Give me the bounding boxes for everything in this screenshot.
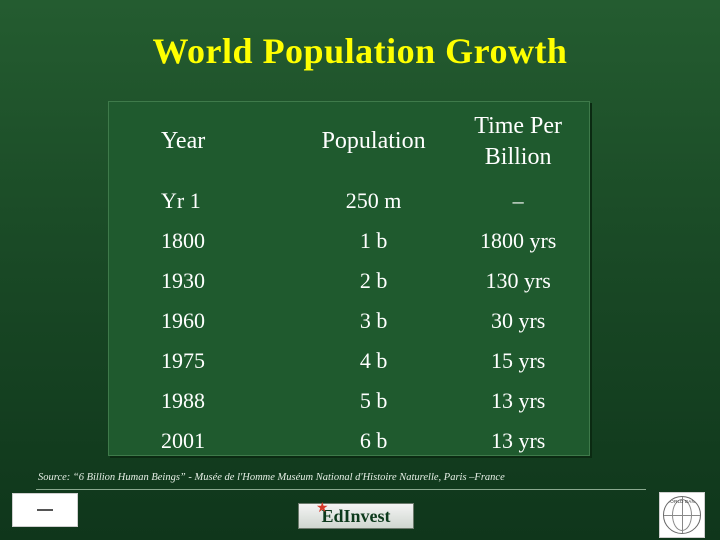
cell-time-per-billion: –: [512, 188, 524, 213]
cell-time-per-billion: 1800 yrs: [479, 228, 557, 253]
world-bank-logo-text: WORLD BANK: [665, 499, 699, 504]
table-row: 1960 3 b 30 yrs: [109, 301, 589, 341]
table-row: 1800 1 b 1800 yrs: [109, 221, 589, 261]
source-citation: Source: “6 Billion Human Beings” - Musée…: [38, 472, 505, 483]
cell-population: 250 m: [345, 188, 402, 213]
world-bank-logo: WORLD BANK: [659, 492, 705, 538]
cell-year: 1930: [161, 268, 205, 293]
cell-population: 1 b: [359, 228, 388, 253]
table-row: 2001 6 b 13 yrs: [109, 421, 589, 461]
cell-time-per-billion: 13 yrs: [490, 428, 546, 453]
cell-time-per-billion: 130 yrs: [485, 268, 551, 293]
source-divider: [36, 489, 646, 490]
table-row: 1988 5 b 13 yrs: [109, 381, 589, 421]
header-population: Population: [321, 128, 426, 154]
cell-population: 2 b: [359, 268, 388, 293]
cell-population: 5 b: [359, 388, 388, 413]
population-table-container: Year Population Time Per Billion Yr 1 250…: [108, 101, 590, 456]
partner-logo-mark: [37, 509, 53, 511]
cell-population: 4 b: [359, 348, 388, 373]
table-row: Yr 1 250 m –: [109, 181, 589, 221]
cell-population: 3 b: [359, 308, 388, 333]
header-time-per-billion: Time Per Billion: [474, 112, 563, 170]
slide-title: World Population Growth: [152, 31, 568, 71]
cell-year: Yr 1: [161, 188, 201, 213]
table-row: 1975 4 b 15 yrs: [109, 341, 589, 381]
cell-year: 2001: [161, 428, 205, 453]
population-table: Year Population Time Per Billion Yr 1 250…: [109, 102, 589, 461]
table-row: 1930 2 b 130 yrs: [109, 261, 589, 301]
cell-time-per-billion: 30 yrs: [490, 308, 546, 333]
cell-year: 1960: [161, 308, 205, 333]
cell-year: 1975: [161, 348, 205, 373]
table-header-row: Year Population Time Per Billion: [109, 102, 589, 181]
star-icon: ★: [316, 501, 329, 516]
cell-year: 1988: [161, 388, 205, 413]
cell-year: 1800: [161, 228, 205, 253]
header-year: Year: [161, 128, 206, 154]
cell-time-per-billion: 13 yrs: [490, 388, 546, 413]
partner-logo: [12, 493, 78, 527]
cell-population: 6 b: [359, 428, 388, 453]
globe-icon: WORLD BANK: [663, 496, 701, 534]
cell-time-per-billion: 15 yrs: [490, 348, 546, 373]
edinvest-logo: EdInvest: [298, 503, 414, 529]
